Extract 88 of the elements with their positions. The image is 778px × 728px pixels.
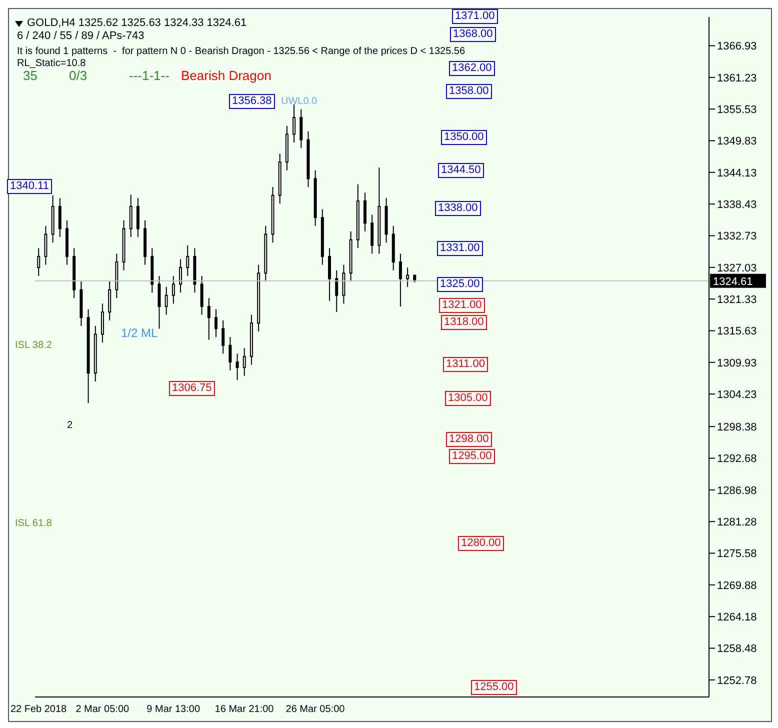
y-tick-label: 1338.43: [717, 198, 757, 211]
candlestick: [214, 308, 218, 338]
y-tick-label: 1327.03: [717, 262, 757, 274]
annotation: 1255.00: [471, 680, 517, 695]
annotation: 1321.00: [439, 298, 485, 313]
candlestick: [300, 108, 303, 149]
annotation: ISL 38.2: [15, 339, 52, 352]
annotation: 1325.00: [437, 277, 483, 292]
x-tick-label: 2 Mar 05:00: [76, 704, 130, 716]
annotation: 1280.00: [458, 536, 504, 551]
candlestick: [406, 267, 410, 288]
x-tick-label: 9 Mar 13:00: [146, 704, 200, 716]
y-tick-label: 1332.73: [717, 230, 757, 243]
y-tick-label: 1298.38: [717, 421, 757, 434]
annotation: 1356.38: [229, 94, 275, 109]
annotation: Bearish Dragon: [181, 68, 272, 83]
candlestick: [292, 104, 296, 144]
candlestick: [172, 275, 175, 304]
candlestick: [129, 194, 132, 238]
candlestick: [100, 303, 104, 344]
candlestick: [44, 225, 48, 266]
candlestick: [228, 336, 232, 371]
annotation: 1305.00: [445, 391, 491, 406]
annotation: 1358.00: [446, 84, 492, 99]
candlestick: [335, 270, 338, 312]
annotation: 1362.00: [449, 61, 495, 76]
candlestick: [398, 253, 402, 307]
x-tick-label: 22 Feb 2018: [10, 704, 68, 716]
annotation: 1338.00: [435, 201, 481, 216]
candlestick: [207, 298, 210, 340]
candlestick: [37, 248, 40, 276]
annotation: 1295.00: [449, 449, 495, 464]
y-tick-label: 1355.53: [717, 104, 757, 116]
x-tick-label: 16 Mar 21:00: [214, 704, 274, 716]
annotation: 1298.00: [446, 432, 492, 447]
y-tick-label: 1366.93: [717, 40, 757, 53]
annotation: 1371.00: [452, 9, 498, 24]
y-tick-label: 1321.33: [717, 294, 757, 306]
candlestick: [164, 286, 168, 316]
y-tick-label: 1286.98: [717, 484, 757, 497]
annotation: 1350.00: [441, 130, 487, 145]
annotation: 1331.00: [437, 241, 483, 256]
y-tick-label: 1258.48: [717, 643, 757, 656]
candlestick: [179, 258, 182, 294]
candlestick: [236, 353, 239, 381]
y-tick-label: 1344.13: [717, 167, 757, 180]
chart-title: GOLD,H4 1325.62 1325.63 1324.33 1324.61: [27, 17, 247, 29]
y-tick-label: 1315.63: [717, 326, 757, 338]
candlestick: [363, 192, 366, 232]
candlestick: [136, 198, 140, 238]
candlestick: [342, 264, 346, 304]
annotation: 2: [67, 419, 73, 432]
annotation: 1306.75: [169, 381, 215, 396]
y-tick-label: 1281.28: [717, 516, 757, 528]
text: 6 / 240 / 55 / 89 / APs-743: [17, 30, 144, 42]
y-tick-label: 1264.18: [717, 611, 757, 624]
candlestick: [108, 280, 112, 321]
y-tick-label: 1292.68: [717, 453, 757, 466]
annotation: 35: [23, 68, 38, 83]
y-tick-label: 1275.58: [717, 548, 757, 560]
candlestick: [186, 244, 190, 276]
candlestick: [222, 320, 225, 354]
y-tick-label: 1349.83: [717, 136, 757, 148]
annotation: UWL0.0: [281, 95, 318, 108]
y-tick-label: 1361.23: [717, 72, 757, 84]
candlestick: [158, 275, 161, 330]
annotation: ISL 61.8: [15, 517, 52, 530]
candlestick: [328, 248, 332, 302]
candlestick: [370, 214, 374, 254]
annotation: 1368.00: [450, 27, 496, 42]
annotation: 1/2 ML: [121, 326, 158, 340]
annotation: 1311.00: [443, 357, 488, 372]
y-tick-label: 1304.23: [717, 388, 757, 401]
annotation: 0/3: [69, 68, 88, 83]
candlestick: [58, 198, 62, 238]
annotation: RL_Static=10.8: [17, 57, 86, 70]
candlestick: [242, 348, 246, 376]
x-tick-label: 26 Mar 05:00: [286, 704, 346, 716]
y-tick-label: 1309.93: [717, 357, 757, 370]
annotation: 1344.50: [438, 163, 484, 178]
candlestick: [200, 275, 204, 316]
annotation: 1340.11: [7, 179, 52, 194]
ref-line-label: 1324.61: [713, 276, 753, 288]
y-tick-label: 1252.78: [717, 674, 757, 687]
y-tick-label: 1269.88: [717, 580, 757, 592]
annotation: ---1-1--: [129, 68, 170, 83]
annotation: It is found 1 patterns - for pattern N 0 - Bearish Dragon - 1325.56 < Range of the prices D < 1325.56: [17, 45, 466, 58]
annotation: 1318.00: [441, 315, 487, 330]
